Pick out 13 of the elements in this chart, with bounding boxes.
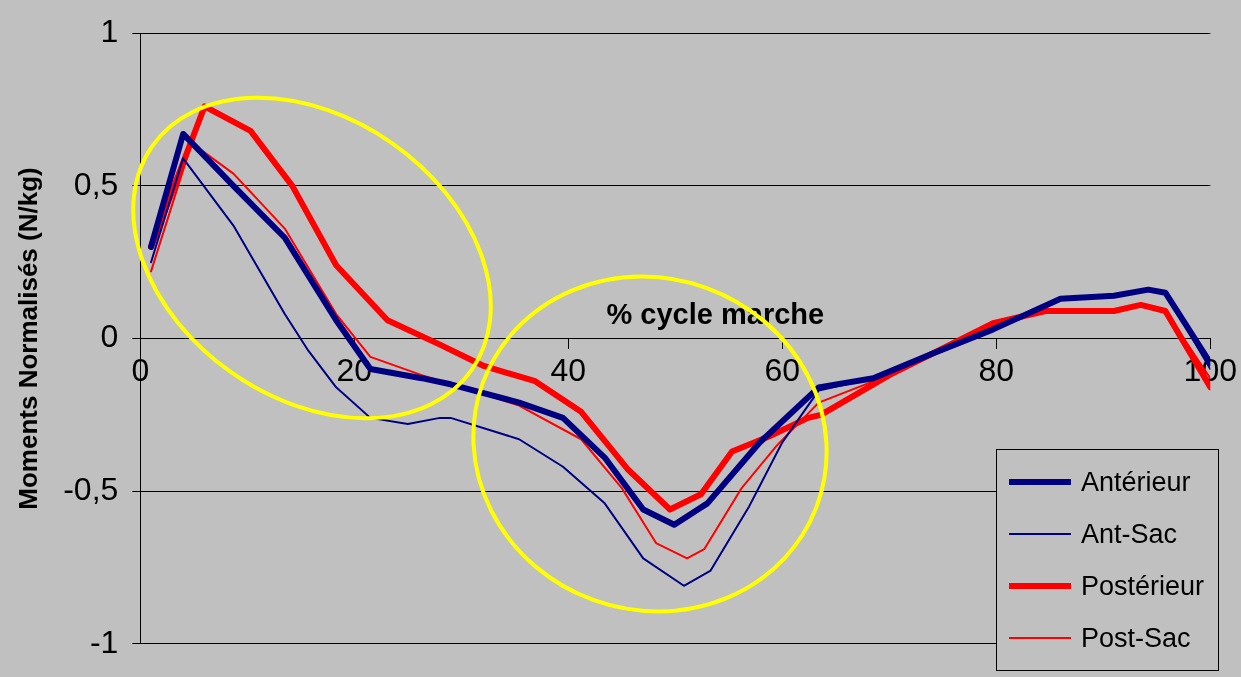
legend-label: Antérieur (1080, 466, 1191, 498)
y-tick-label: -1 (89, 623, 119, 660)
legend-label: Ant-Sac (1080, 518, 1177, 550)
legend-label: Post-Sac (1080, 622, 1191, 654)
y-tick-label: 0 (100, 318, 119, 355)
y-tick-label: -0,5 (63, 470, 119, 507)
y-tick-label: 0,5 (73, 165, 119, 202)
x-tick-label: 60 (764, 351, 801, 388)
legend-label: Postérieur (1080, 570, 1204, 602)
x-tick-label: 80 (978, 351, 1015, 388)
y-axis-title: Moments Normalisés (N/kg) (12, 167, 43, 510)
x-tick-label: 40 (550, 351, 587, 388)
y-tick-label: 1 (100, 13, 119, 50)
